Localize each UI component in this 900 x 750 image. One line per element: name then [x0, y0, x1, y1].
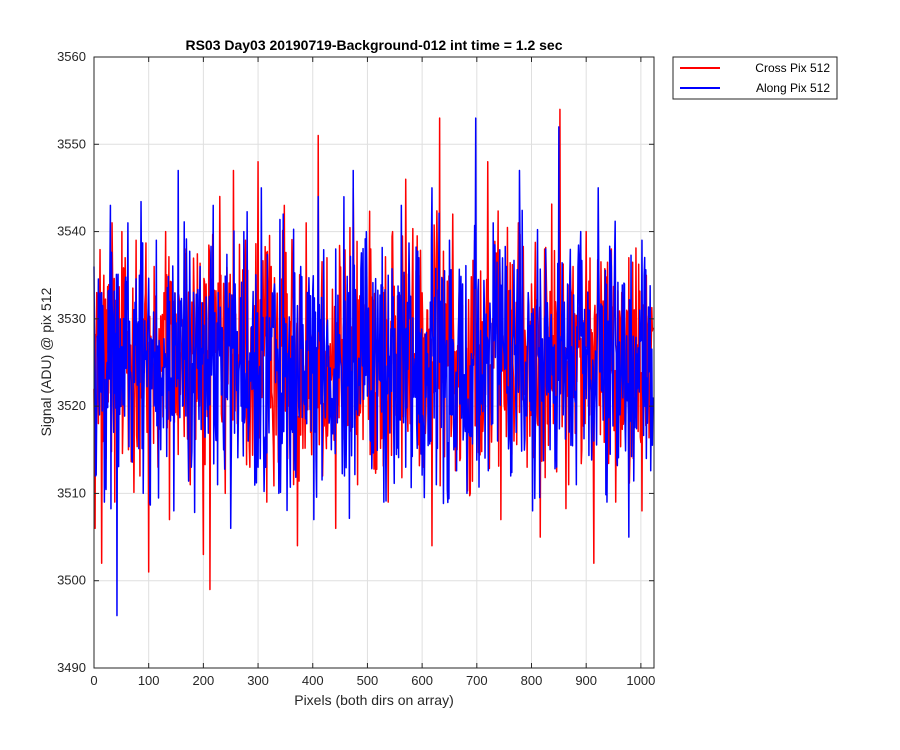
axis-ticks: 0 100 200 300 400 500 600 700 800 900 1000 3490 3500… — [57, 49, 655, 688]
y-tick-label-4: 3530 — [57, 311, 86, 326]
x-tick-label-6: 600 — [411, 673, 433, 688]
x-tick-label-4: 400 — [302, 673, 324, 688]
x-tick-label-3: 300 — [247, 673, 269, 688]
x-tick-label-5: 500 — [357, 673, 379, 688]
plot-area-frame — [93, 56, 655, 669]
y-tick-label-3: 3520 — [57, 398, 86, 413]
y-axis-label: Signal (ADU) @ pix 512 — [38, 287, 54, 436]
y-tick-label-2: 3510 — [57, 485, 86, 500]
legend-box — [672, 56, 838, 100]
x-tick-label-7: 700 — [466, 673, 488, 688]
x-tick-label-9: 900 — [575, 673, 597, 688]
x-tick-label-8: 800 — [521, 673, 543, 688]
y-tick-label-6: 3550 — [57, 136, 86, 151]
x-axis-label: Pixels (both dirs on array) — [294, 692, 454, 708]
series-line-along-pix-512 — [93, 117, 654, 617]
y-tick-label-5: 3540 — [57, 224, 86, 239]
x-tick-label-0: 0 — [90, 673, 97, 688]
x-tick-label-10: 1000 — [626, 673, 655, 688]
x-tick-label-1: 100 — [138, 673, 160, 688]
y-tick-label-0: 3490 — [57, 660, 86, 675]
legend: Cross Pix 512 Along Pix 512 — [672, 56, 838, 100]
series-layer — [93, 108, 654, 617]
x-tick-label-2: 200 — [193, 673, 215, 688]
y-tick-label-7: 3560 — [57, 49, 86, 64]
chart-title: RS03 Day03 20190719-Background-012 int t… — [185, 37, 562, 53]
legend-label-cross: Cross Pix 512 — [755, 61, 830, 75]
legend-label-along: Along Pix 512 — [756, 81, 830, 95]
y-tick-label-1: 3500 — [57, 573, 86, 588]
